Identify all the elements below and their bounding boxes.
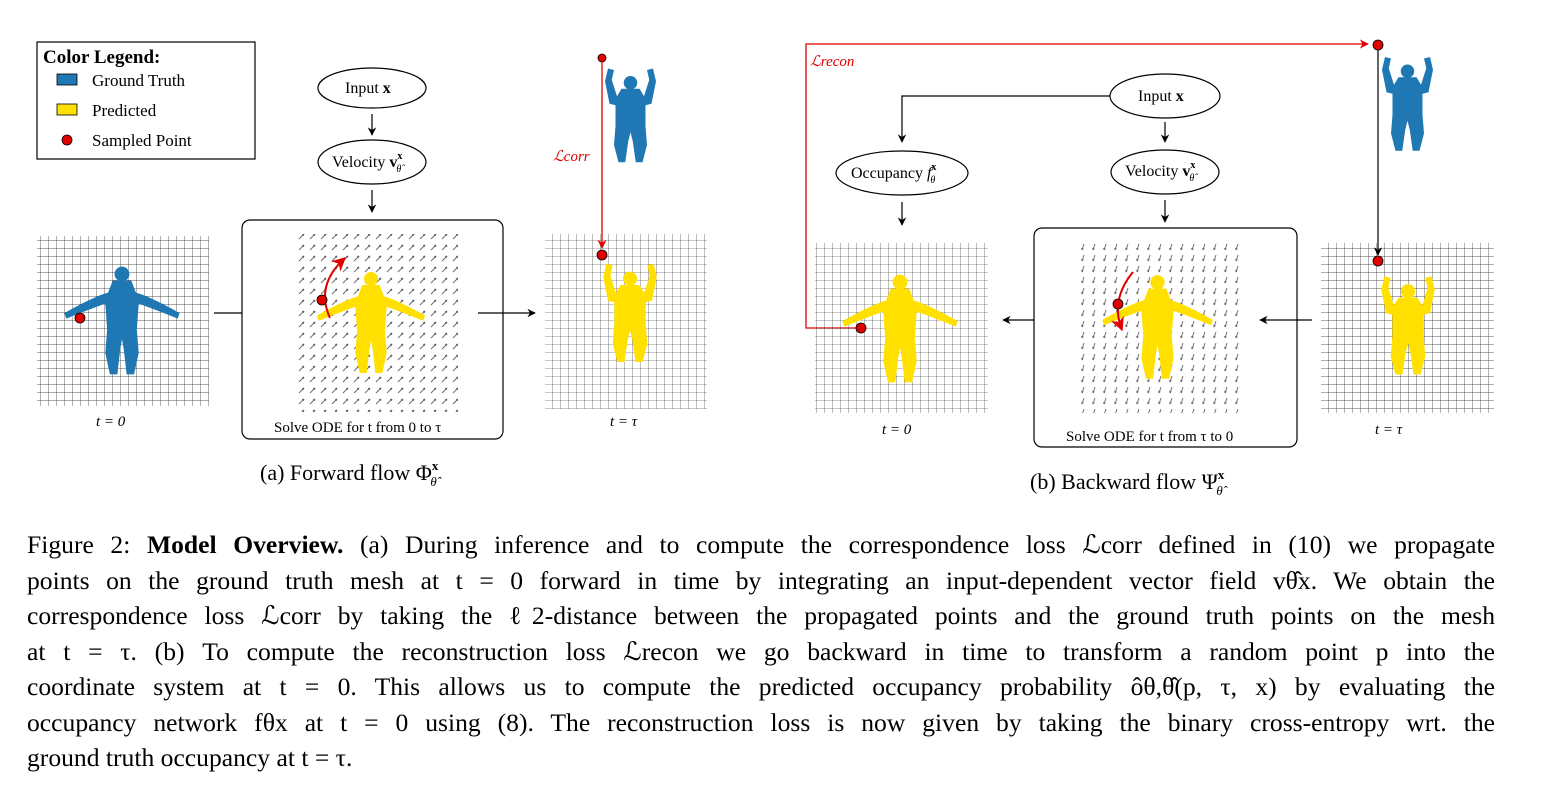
figure-diagram: Color Legend: Ground Truth Predicted Sam…	[36, 39, 1494, 498]
backward-t0-label: t = 0	[882, 422, 912, 438]
legend-title: Color Legend:	[43, 47, 160, 68]
forward-sampled-point-t0	[74, 312, 86, 324]
legend-swatch-ground-truth	[56, 73, 78, 86]
backward-ttau-label: t = τ	[1375, 422, 1403, 438]
forward-velocity-node	[317, 139, 427, 185]
backward-velocity-text: Velocity vx θ̂	[1125, 160, 1198, 184]
caption-line-3: correspondence loss ℒcorr by taking the …	[27, 601, 1495, 630]
color-legend: Color Legend: Ground Truth Predicted Sam…	[36, 41, 256, 160]
forward-flow-panel: Input x Velocity vx θ̂ t = 0 Solve ODE fo…	[37, 53, 707, 489]
backward-flow-panel: ℒrecon Input x Occupancy fx θ Velocity vx…	[805, 39, 1494, 498]
legend-label-ground-truth: Ground Truth	[92, 71, 186, 90]
backward-subcaption: (b) Backward flow Ψx θ̂	[1030, 467, 1228, 498]
caption-line-6: occupancy network fθx at t = 0 using (8)…	[27, 707, 1495, 737]
backward-velocity-node	[1110, 149, 1220, 195]
backward-input-text: Input x	[1138, 88, 1184, 105]
forward-ttau-label: t = τ	[610, 414, 638, 430]
legend-label-sampled-point: Sampled Point	[92, 131, 192, 150]
forward-ode-label: Solve ODE for t from 0 to τ	[274, 420, 441, 436]
caption-line-1: Figure 2: Model Overview. (a) During inf…	[27, 527, 1495, 563]
figure-caption: Figure 2: Model Overview. (a) During inf…	[27, 527, 1495, 776]
backward-loss-label: ℒrecon	[810, 54, 854, 70]
backward-ode-label: Solve ODE for t from τ to 0	[1066, 429, 1233, 445]
caption-line-4: at t = τ. (b) To compute the reconstruct…	[27, 636, 1495, 666]
backward-ground-truth-ttau	[1382, 57, 1433, 151]
legend-swatch-sampled-point	[61, 134, 73, 146]
forward-t0-label: t = 0	[96, 414, 126, 430]
caption-prefix: Figure 2:	[27, 530, 131, 559]
forward-input-node	[317, 67, 427, 109]
legend-label-predicted: Predicted	[92, 101, 157, 120]
forward-ground-truth-ttau	[605, 68, 656, 163]
caption-title: Model Overview.	[146, 530, 344, 559]
caption-text-1: (a) During inference and to compute the …	[360, 530, 1495, 559]
caption-line-2: points on the ground truth mesh at t = 0…	[27, 565, 1495, 595]
forward-subcaption: (a) Forward flow Φx θ̂	[260, 458, 442, 489]
forward-velocity-text: Velocity vx θ̂	[332, 151, 405, 175]
caption-line-5: coordinate system at t = 0. This allows …	[27, 672, 1495, 701]
caption-line-7: ground truth occupancy at t = τ.	[27, 743, 353, 772]
forward-input-text: Input x	[345, 80, 391, 97]
backward-occupancy-node	[835, 150, 969, 196]
forward-loss-label: ℒcorr	[553, 149, 590, 165]
legend-swatch-predicted	[56, 103, 78, 116]
backward-occupancy-text: Occupancy fx θ	[851, 162, 936, 186]
